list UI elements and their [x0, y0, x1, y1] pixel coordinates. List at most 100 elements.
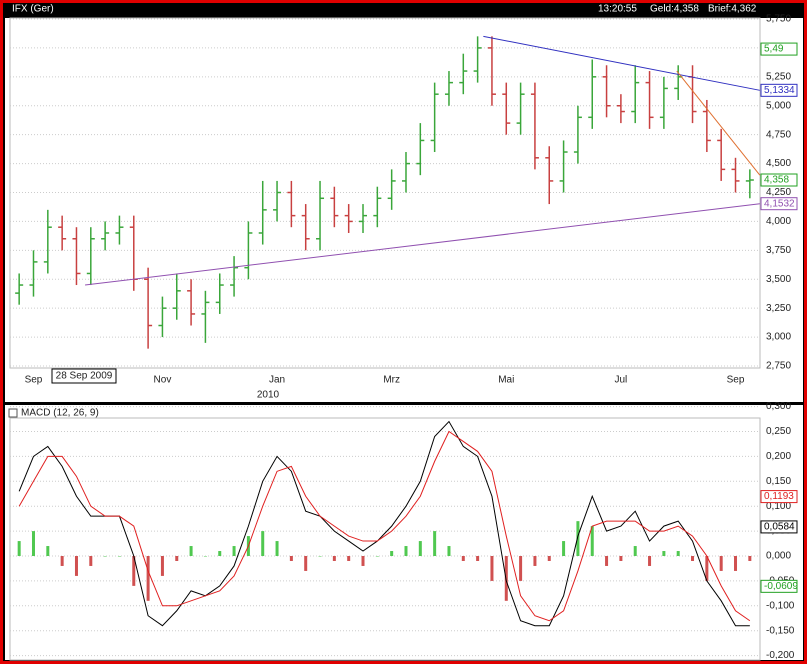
histogram-bar [461, 556, 465, 561]
macd-plot-frame [9, 417, 761, 661]
y-tick-label: 3,500 [766, 274, 791, 285]
histogram-bar [31, 531, 35, 556]
value-marker-label: 0,0584 [764, 522, 795, 533]
value-marker [760, 42, 798, 56]
trendline [483, 35, 760, 91]
histogram-bar [705, 556, 709, 581]
histogram-bar [103, 556, 107, 557]
price-panel [5, 18, 803, 402]
close-icon[interactable] [8, 408, 18, 418]
histogram-bar [60, 556, 64, 566]
tooltip: 28 Sep 2009 [56, 371, 113, 382]
histogram-bar [676, 551, 680, 556]
value-marker-label: 0,1193 [764, 491, 794, 502]
histogram-bar [318, 556, 322, 557]
histogram-bar [719, 556, 723, 571]
histogram-bar [160, 556, 164, 576]
histogram-bar [562, 541, 566, 556]
histogram-bar [447, 546, 451, 556]
y-tick-label: 0,200 [766, 451, 791, 462]
macd-line [18, 420, 750, 627]
chart-title: IFX (Ger) [12, 4, 54, 15]
value-marker-label: 4,1532 [764, 198, 795, 209]
y-tick-label: -0,200 [766, 650, 795, 661]
value-marker-label: 5,1334 [764, 85, 795, 96]
y-tick-label: 4,500 [766, 158, 791, 169]
quote-ask: Brief:4,362 [708, 4, 757, 15]
histogram-bar [89, 556, 93, 566]
y-tick-label: 4,000 [766, 216, 791, 227]
value-marker [760, 173, 798, 187]
histogram-bar [289, 556, 293, 561]
value-marker-label: 4,358 [764, 175, 789, 186]
histogram-bar [590, 526, 594, 556]
y-tick-label: 0,250 [766, 426, 791, 437]
histogram-bar [218, 551, 222, 556]
quote-time: 13:20:55 [598, 4, 637, 15]
tooltip-box [51, 368, 117, 384]
value-marker [760, 197, 798, 211]
value-marker [760, 490, 798, 504]
quote-bid: Geld:4,358 [650, 4, 699, 15]
trendline [85, 203, 760, 286]
histogram-bar [648, 556, 652, 566]
y-tick-label: -0,150 [766, 625, 795, 636]
histogram-bar [275, 541, 279, 556]
histogram-bar [433, 531, 437, 556]
x-tick-label: Sep [25, 375, 43, 386]
histogram-bar [304, 556, 308, 571]
x-tick-label: Jan [269, 375, 285, 386]
y-tick-label: 0,150 [766, 476, 791, 487]
histogram-bar [117, 556, 121, 557]
value-marker-label: 5,49 [764, 44, 784, 55]
x-tick-label: Mrz [383, 375, 400, 386]
value-marker [760, 83, 798, 97]
histogram-bar [691, 556, 695, 561]
x-tick-label: Mai [498, 375, 514, 386]
y-tick-label: 3,000 [766, 332, 791, 343]
histogram-bar [17, 541, 21, 556]
y-tick-label: -0,100 [766, 600, 795, 611]
histogram-bar [261, 531, 265, 556]
histogram-bar [662, 551, 666, 556]
macd-title: MACD (12, 26, 9) [21, 408, 99, 419]
macd-line [18, 430, 751, 622]
histogram-bar [418, 541, 422, 556]
year-label: 2010 [257, 390, 280, 401]
histogram-bar [490, 556, 494, 581]
histogram-bar [748, 556, 752, 561]
histogram-bar [533, 556, 537, 566]
y-tick-label: 4,250 [766, 187, 791, 198]
histogram-bar [734, 556, 738, 571]
y-tick-label: 0,300 [766, 401, 791, 412]
value-marker-label: -0,0609 [764, 581, 798, 592]
y-tick-label: 3,750 [766, 245, 791, 256]
histogram-bar [576, 521, 580, 556]
histogram-bar [46, 546, 50, 556]
histogram-bar [605, 556, 609, 566]
histogram-bar [74, 556, 78, 576]
histogram-bar [347, 556, 351, 561]
histogram-bar [232, 546, 236, 556]
histogram-bar [619, 556, 623, 561]
y-tick-label: 3,250 [766, 303, 791, 314]
histogram-bar [633, 546, 637, 556]
trendline [676, 70, 761, 176]
value-marker [760, 520, 798, 534]
histogram-bar [332, 556, 336, 561]
y-tick-label: 0,100 [766, 501, 791, 512]
histogram-bar [132, 556, 136, 586]
value-marker [760, 579, 798, 593]
histogram-bar [146, 556, 150, 601]
histogram-bar [404, 546, 408, 556]
histogram-bar [175, 556, 179, 561]
x-tick-label: Jul [614, 375, 627, 386]
macd-panel [5, 405, 803, 660]
histogram-bar [361, 556, 365, 566]
histogram-bar [547, 556, 551, 561]
y-tick-label: 0,000 [766, 551, 791, 562]
x-tick-label: Nov [154, 375, 172, 386]
